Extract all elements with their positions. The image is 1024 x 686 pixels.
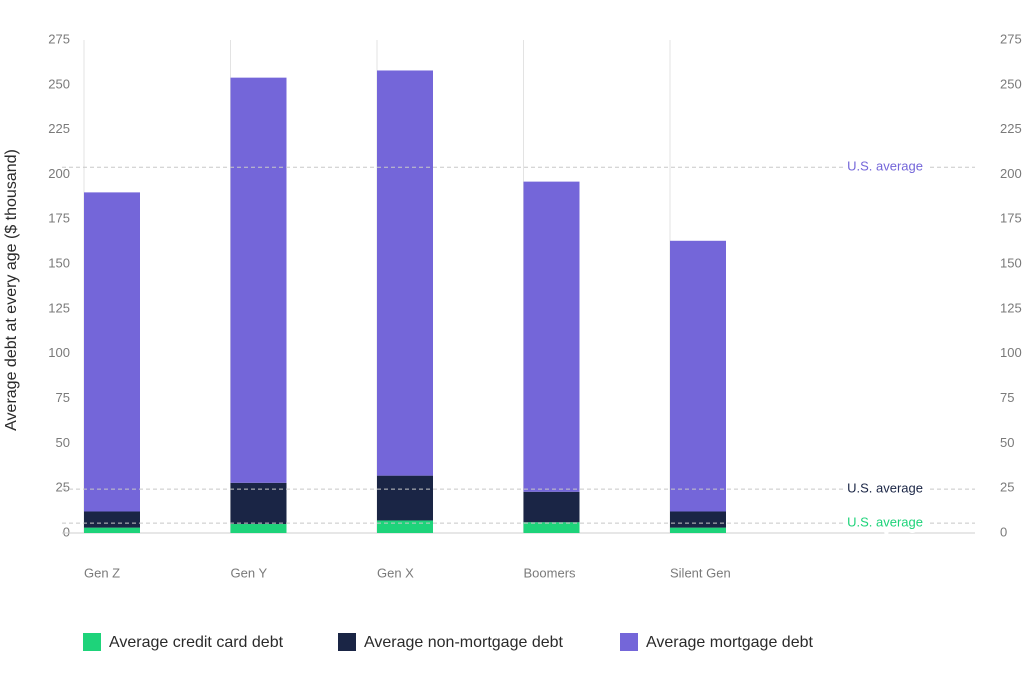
x-tick-label: Gen X [377,565,414,580]
bar-segment [670,240,726,512]
bar-segment [230,482,287,525]
reference-label: U.S. average [847,159,923,174]
y2-tick-label: 275 [1000,31,1022,46]
legend-swatch [83,633,101,651]
y-tick-label: 125 [48,300,70,315]
y2-tick-label: 250 [1000,76,1022,91]
y2-tick-label: 175 [1000,211,1022,226]
y2-tick-label: 100 [1000,345,1022,360]
y2-tick-label: 75 [1000,390,1014,405]
y-tick-label: 100 [48,345,70,360]
x-tick-label: Boomers [524,565,577,580]
y-tick-label: 275 [48,31,70,46]
legend-text: Average non-mortgage debt [364,634,564,651]
y-tick-label: 0 [63,524,70,539]
legend-text: Average mortgage debt [646,634,813,651]
bar-segment [377,475,433,521]
reference-label: U.S. average [847,515,923,530]
bar-segment [84,527,140,533]
y-axis-title: Average debt at every age ($ thousand) [3,149,20,431]
bar-segment [230,524,287,533]
y-tick-label: 150 [48,256,70,271]
y2-tick-label: 200 [1000,166,1022,181]
bar-segment [377,520,433,533]
y2-tick-label: 25 [1000,480,1014,495]
y-tick-label: 250 [48,76,70,91]
bar-segment [84,511,140,528]
y-tick-label: 200 [48,166,70,181]
bar-segment [523,491,580,523]
y2-tick-label: 150 [1000,256,1022,271]
y2-tick-label: 225 [1000,121,1022,136]
y2-tick-label: 125 [1000,300,1022,315]
bar-segment [523,181,580,492]
bar-segment [230,77,287,483]
y2-tick-label: 50 [1000,435,1014,450]
y-tick-label: 175 [48,211,70,226]
legend-swatch [338,633,356,651]
y-tick-label: 225 [48,121,70,136]
x-tick-label: Silent Gen [670,565,731,580]
bar-segment [670,527,726,533]
y-tick-label: 75 [56,390,70,405]
y-tick-label: 50 [56,435,70,450]
legend-swatch [620,633,638,651]
x-tick-label: Gen Z [84,565,120,580]
bar-segment [377,70,433,476]
bar-segment [523,522,580,533]
reference-label: U.S. average [847,481,923,496]
bar-segment [84,192,140,512]
bar-segment [670,511,726,528]
legend-text: Average credit card debt [109,634,284,651]
x-tick-label: Gen Y [231,565,268,580]
y2-tick-label: 0 [1000,524,1007,539]
y-tick-label: 25 [56,480,70,495]
